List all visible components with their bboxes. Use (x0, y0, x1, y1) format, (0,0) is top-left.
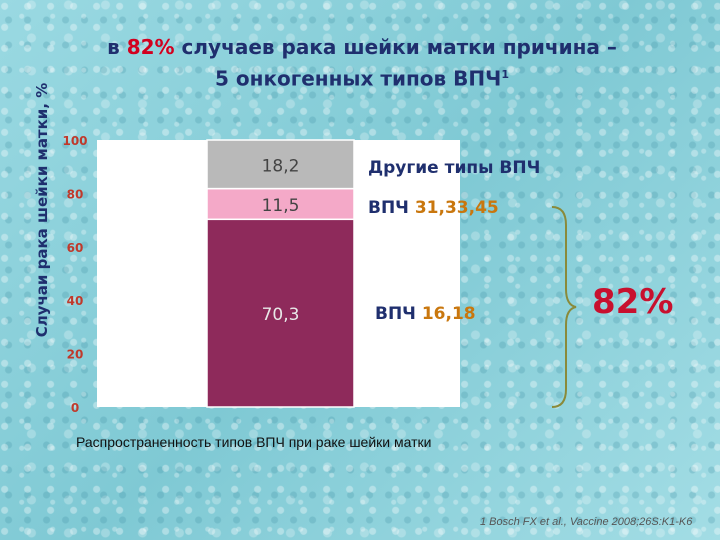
title-line2: 5 онкогенных типов ВПЧ (215, 66, 502, 91)
title-percent: 82% (126, 35, 175, 59)
y-tick-label: 0 (71, 401, 79, 415)
stacked-bar-chart: 0 20 40 60 80 100 70,3 11,5 18,2 (62, 134, 460, 415)
label-other-types: Другие типы ВПЧ (368, 158, 541, 178)
curly-brace-icon (551, 206, 577, 408)
y-tick-label: 60 (67, 241, 84, 255)
hpv-31-33-45-types: 31,33,45 (414, 198, 499, 218)
y-axis-label: Случаи рака шейки матки, % (33, 82, 51, 338)
bar-data-label: 70,3 (262, 305, 300, 325)
y-tick-label: 100 (62, 134, 87, 148)
bar-data-label: 11,5 (262, 196, 300, 216)
brace-percent: 82% (592, 282, 674, 322)
slide-title: в 82% случаев рака шейки матки причина –… (82, 33, 642, 93)
title-line1-suffix: случаев рака шейки матки причина – (174, 35, 617, 59)
label-hpv-31-33-45: ВПЧ 31,33,45 (368, 198, 499, 218)
bar-segment (206, 218, 355, 408)
y-tick-label: 40 (67, 294, 84, 308)
y-tick-label: 20 (67, 348, 84, 362)
y-tick-label: 80 (67, 187, 84, 201)
hpv-16-18-types: 16,18 (421, 304, 476, 324)
title-line1-prefix: в (107, 35, 127, 59)
bar-segment (206, 139, 355, 190)
label-hpv-16-18: ВПЧ 16,18 (375, 304, 476, 324)
chart-caption: Распространенность типов ВПЧ при раке ше… (76, 434, 432, 450)
chart-area: 0 20 40 60 80 100 70,3 11,5 18,2 (55, 120, 475, 420)
bar-data-label: 18,2 (262, 156, 300, 176)
title-footnote-mark: 1 (501, 68, 509, 81)
source-citation: 1 Bosch FX et al., Vaccine 2008;26S:K1-K… (480, 516, 693, 528)
